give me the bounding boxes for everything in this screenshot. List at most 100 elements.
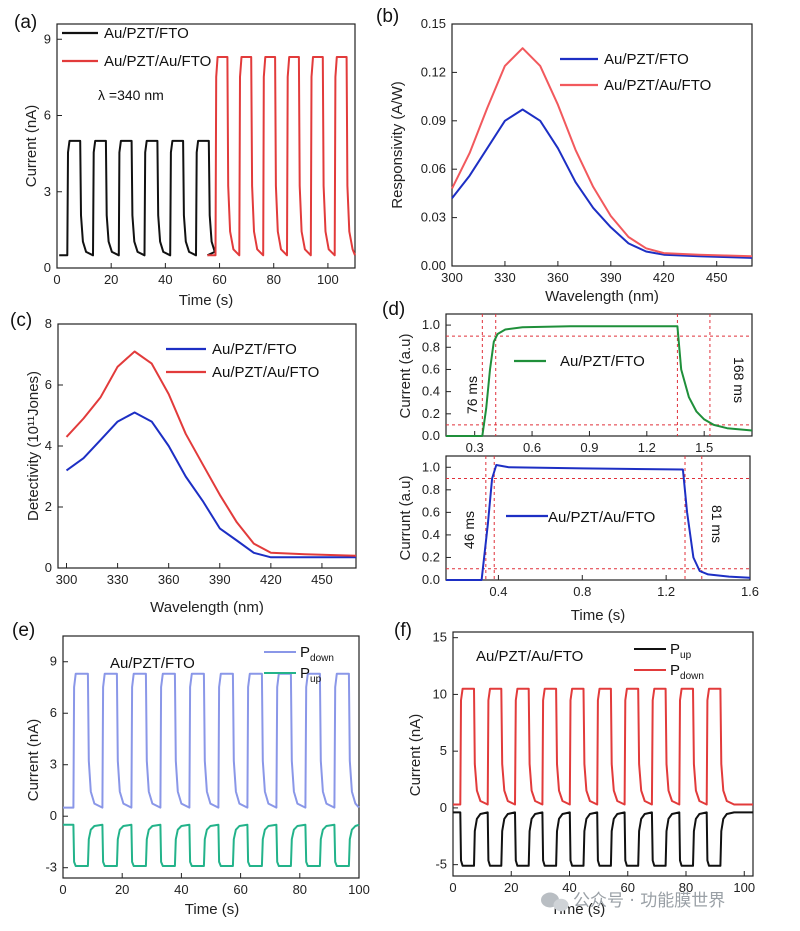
y-tick-label-b-2: 0.06	[421, 161, 446, 176]
legend-label-f-1-main: P	[670, 662, 680, 679]
series-line-a-1	[207, 56, 356, 257]
x-axis-label-c: Wavelength (nm)	[150, 599, 264, 616]
legend-label-e-1: Pup	[300, 665, 322, 685]
series-line-d_top-0	[446, 325, 753, 437]
series-line-c-0	[65, 411, 356, 559]
y-axis-label-c: Detectivity (10¹¹Jones)	[25, 371, 42, 521]
x-tick-label-a-2: 40	[158, 272, 172, 287]
fall-time-d-top: 168 ms	[731, 357, 747, 403]
y-tick-label-d_bottom-3: 0.6	[422, 504, 440, 519]
series-line-b-1	[451, 47, 753, 258]
x-tick-label-c-3: 390	[209, 572, 231, 587]
y-tick-label-c-0: 0	[45, 560, 52, 575]
plot-frame-d-top	[445, 313, 753, 437]
legend-label-b-1: Au/PZT/Au/FTO	[604, 77, 711, 94]
panel-label-b: (b)	[376, 6, 399, 27]
x-tick-label-d_top-0: 0.3	[466, 440, 484, 455]
x-tick-label-d_bottom-2: 1.2	[657, 584, 675, 599]
series-line-f-0	[453, 811, 753, 867]
y-tick-label-d_bottom-1: 0.2	[422, 549, 440, 564]
x-tick-label-c-1: 330	[107, 572, 129, 587]
y-tick-label-a-0: 0	[44, 260, 51, 275]
y-tick-label-c-3: 6	[45, 377, 52, 392]
annotation-sample-f: Au/PZT/Au/FTO	[476, 648, 583, 665]
x-tick-label-d_top-3: 1.2	[638, 440, 656, 455]
legend-label-d-top: Au/PZT/FTO	[560, 353, 645, 370]
y-tick-label-d_top-5: 1.0	[422, 317, 440, 332]
y-tick-label-d_bottom-2: 0.4	[422, 527, 440, 542]
legend-label-f-0: Pup	[670, 641, 692, 661]
legend-label-f-1-sub: down	[680, 671, 704, 682]
series-line-e-0	[63, 672, 360, 809]
series-line-d_bottom-0	[446, 464, 751, 581]
plot-frame-a	[56, 23, 356, 269]
y-tick-label-b-3: 0.09	[421, 113, 446, 128]
y-tick-label-a-3: 9	[44, 31, 51, 46]
legend-label-a-0: Au/PZT/FTO	[104, 25, 189, 42]
y-axis-label-d-bottom: Currunt (a.u)	[397, 475, 414, 560]
x-tick-label-b-1: 330	[494, 270, 516, 285]
y-tick-label-e-0: -3	[45, 860, 57, 875]
y-tick-label-b-4: 0.12	[421, 64, 446, 79]
legend-label-e-0-main: P	[300, 644, 310, 661]
panel-a: (a) 0 20 40 60 80 100 0 3 6 9 Au/PZT/FTO Au/PZT/A…	[14, 12, 356, 309]
legend-label-f-0-sub: up	[680, 650, 692, 661]
fall-time-d-bottom: 81 ms	[709, 505, 725, 543]
x-tick-label-f-0: 0	[449, 880, 456, 895]
series-line-b-0	[451, 108, 753, 259]
series-line-f-1	[453, 687, 753, 806]
y-tick-label-b-1: 0.03	[421, 210, 446, 225]
plot-frame-b	[451, 23, 753, 267]
panel-label-c: (c)	[10, 310, 32, 331]
y-tick-label-f-4: 15	[433, 630, 447, 645]
y-tick-label-d_top-0: 0.0	[422, 428, 440, 443]
y-axis-label-b: Responsivity (A/W)	[389, 81, 406, 209]
rise-time-d-bottom: 46 ms	[461, 511, 477, 549]
y-tick-label-e-2: 3	[50, 757, 57, 772]
x-tick-label-b-4: 420	[653, 270, 675, 285]
y-tick-label-f-2: 5	[440, 743, 447, 758]
plot-frame-c	[57, 323, 357, 569]
y-tick-label-e-3: 6	[50, 705, 57, 720]
panel-label-f: (f)	[394, 620, 412, 641]
y-axis-label-a: Current (nA)	[23, 105, 40, 188]
x-tick-label-d_bottom-1: 0.8	[573, 584, 591, 599]
x-tick-label-e-3: 60	[233, 882, 247, 897]
x-axis-label-d: Time (s)	[571, 607, 625, 624]
legend-label-f-1: Pdown	[670, 662, 704, 682]
watermark-text: 公众号 · 功能膜世界	[573, 891, 725, 911]
x-tick-label-e-1: 20	[115, 882, 129, 897]
y-tick-label-d_bottom-0: 0.0	[422, 572, 440, 587]
x-tick-label-d_bottom-3: 1.6	[741, 584, 759, 599]
legend-label-b-0: Au/PZT/FTO	[604, 51, 689, 68]
y-tick-label-b-5: 0.15	[421, 16, 446, 31]
x-tick-label-b-5: 450	[706, 270, 728, 285]
panel-label-e: (e)	[12, 620, 35, 641]
panel-label-d: (d)	[382, 299, 405, 320]
x-tick-label-a-5: 100	[317, 272, 339, 287]
x-axis-label-b: Wavelength (nm)	[545, 288, 659, 305]
panel-d-top: (d) 0.3 0.6 0.9 1.2 1.5 0.0 0.2 0.4 0.6 0.8 1.0 Au…	[382, 299, 753, 455]
x-tick-label-a-1: 20	[104, 272, 118, 287]
panel-d-bottom: 0.4 0.8 1.2 1.6 0.0 0.2 0.4 0.6 0.8 1.0 Au/PZT/Au…	[397, 455, 759, 624]
y-tick-label-b-0: 0.00	[421, 258, 446, 273]
series-line-e-1	[63, 823, 360, 867]
x-tick-label-c-4: 420	[260, 572, 282, 587]
x-axis-label-a: Time (s)	[179, 292, 233, 309]
x-tick-label-e-2: 40	[174, 882, 188, 897]
y-tick-label-e-1: 0	[50, 808, 57, 823]
panel-c: (c) 300 330 360 390 420 450 0 2 4 6 8 Au/PZT/FTO A…	[10, 310, 357, 616]
wechat-icon	[541, 892, 569, 912]
x-tick-label-c-2: 360	[158, 572, 180, 587]
plot-frame-e	[62, 635, 360, 879]
y-tick-label-d_bottom-5: 1.0	[422, 459, 440, 474]
x-tick-label-b-0: 300	[441, 270, 463, 285]
legend-label-a-1: Au/PZT/Au/FTO	[104, 53, 211, 70]
x-tick-label-c-5: 450	[311, 572, 333, 587]
y-tick-label-e-4: 9	[50, 654, 57, 669]
legend-label-c-0: Au/PZT/FTO	[212, 341, 297, 358]
y-tick-label-d_bottom-4: 0.8	[422, 482, 440, 497]
